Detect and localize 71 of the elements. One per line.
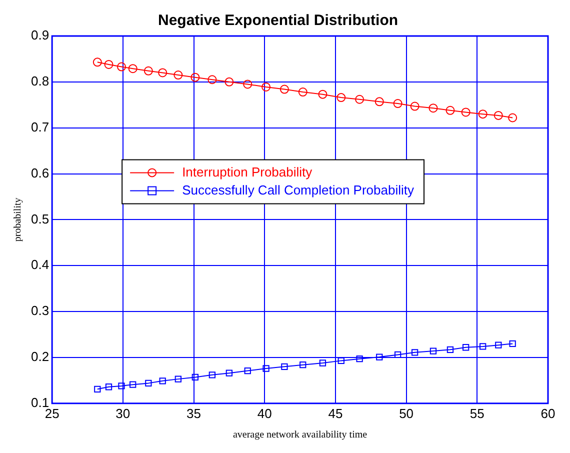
legend-label: Successfully Call Completion Probability xyxy=(182,182,414,198)
y-tick-label: 0.7 xyxy=(30,119,50,134)
x-tick-label: 30 xyxy=(116,406,130,421)
point xyxy=(174,376,182,382)
point xyxy=(356,356,363,362)
point xyxy=(410,102,420,111)
point xyxy=(509,340,516,348)
point xyxy=(262,82,271,92)
point xyxy=(446,106,455,115)
point xyxy=(118,382,125,390)
point xyxy=(190,72,200,82)
x-tick-label: 50 xyxy=(399,406,414,421)
point xyxy=(298,88,308,97)
point xyxy=(208,372,216,378)
point xyxy=(281,363,288,370)
point xyxy=(128,64,138,74)
point xyxy=(319,360,326,366)
legend-label: Interruption Probability xyxy=(182,164,313,180)
point xyxy=(374,97,384,106)
point xyxy=(479,343,486,350)
y-tick-label: 0.8 xyxy=(30,74,50,89)
y-tick-label: 0.3 xyxy=(30,303,50,318)
y-tick-label: 0.9 xyxy=(30,28,50,43)
point xyxy=(224,77,234,86)
point xyxy=(393,99,402,108)
x-tick-label: 45 xyxy=(328,406,343,421)
point xyxy=(145,380,152,387)
point xyxy=(244,367,251,374)
point xyxy=(494,110,503,120)
point xyxy=(478,110,488,119)
point xyxy=(208,75,217,84)
y-tick-label: 0.2 xyxy=(30,349,50,364)
point xyxy=(192,374,199,381)
point xyxy=(446,346,454,353)
point xyxy=(336,93,346,102)
point xyxy=(318,90,328,99)
point xyxy=(104,60,114,69)
x-tick-label: 60 xyxy=(540,406,556,421)
point xyxy=(94,386,101,392)
point xyxy=(92,58,102,67)
x-tick-label: 40 xyxy=(257,406,272,421)
point xyxy=(355,94,364,104)
y-axis-title: probability xyxy=(12,198,24,242)
point xyxy=(300,361,306,368)
point xyxy=(462,344,470,351)
point xyxy=(428,104,438,113)
chart-title: Negative Exponential Distribution xyxy=(158,12,398,30)
point xyxy=(262,365,270,372)
y-tick-label: 0.4 xyxy=(30,257,50,272)
point xyxy=(144,66,153,76)
point xyxy=(117,62,126,72)
x-tick-label: 35 xyxy=(186,406,201,421)
point xyxy=(508,113,518,122)
point xyxy=(226,370,233,376)
point xyxy=(376,354,383,360)
point xyxy=(174,70,183,80)
y-tick-label: 0.6 xyxy=(30,165,50,180)
point xyxy=(243,80,252,89)
point xyxy=(159,378,166,384)
point xyxy=(430,348,437,354)
x-axis-title: average network availability time xyxy=(232,430,368,441)
point xyxy=(338,357,344,364)
point xyxy=(280,84,289,94)
point xyxy=(411,349,418,356)
point xyxy=(105,384,112,390)
point xyxy=(495,342,502,348)
point xyxy=(158,68,168,78)
point xyxy=(461,108,470,117)
point xyxy=(130,381,136,388)
y-tick-label: 0.5 xyxy=(30,211,50,226)
x-tick-label: 55 xyxy=(470,406,484,421)
